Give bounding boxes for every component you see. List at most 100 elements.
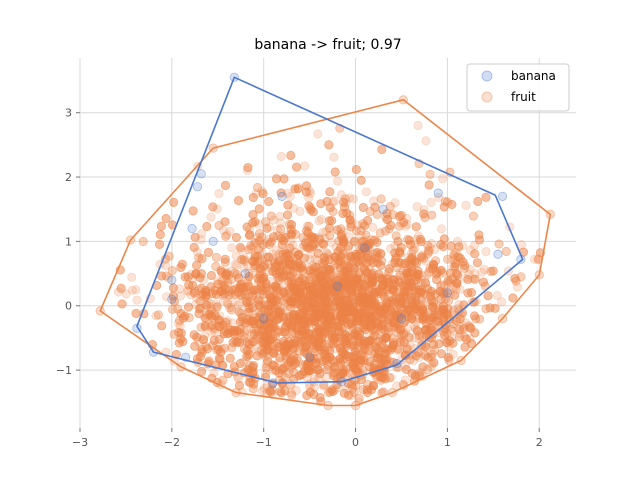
fruit-point	[197, 229, 207, 239]
fruit-point	[330, 167, 340, 177]
fruit-point	[307, 304, 317, 314]
fruit-point	[321, 310, 331, 320]
fruit-point	[451, 281, 461, 291]
fruit-point	[338, 364, 348, 374]
fruit-point	[306, 249, 316, 259]
fruit-point	[353, 288, 363, 298]
fruit-point	[264, 324, 274, 334]
fruit-point	[303, 308, 313, 318]
fruit-point	[279, 271, 289, 281]
fruit-point	[131, 308, 141, 318]
fruit-point	[481, 192, 491, 202]
fruit-point	[222, 316, 232, 326]
fruit-point	[436, 303, 446, 313]
fruit-point	[407, 248, 417, 258]
fruit-point	[459, 321, 469, 331]
fruit-point	[460, 342, 470, 352]
fruit-point	[380, 348, 390, 358]
fruit-point	[370, 202, 380, 212]
fruit-point	[424, 300, 434, 310]
fruit-point	[267, 262, 277, 272]
fruit-point	[376, 194, 386, 204]
fruit-point	[349, 236, 359, 246]
fruit-point	[246, 324, 256, 334]
fruit-point	[418, 314, 428, 324]
fruit-point	[357, 288, 367, 298]
fruit-point	[407, 292, 417, 302]
fruit-point	[306, 268, 316, 278]
fruit-point	[424, 267, 434, 277]
fruit-point	[262, 223, 272, 233]
fruit-point	[303, 358, 313, 368]
fruit-point	[279, 312, 289, 322]
fruit-point	[254, 346, 264, 356]
fruit-point	[261, 278, 271, 288]
fruit-point	[244, 302, 254, 312]
fruit-point	[455, 314, 465, 324]
fruit-point	[356, 355, 366, 365]
fruit-point	[345, 251, 355, 261]
fruit-point	[328, 291, 338, 301]
fruit-point	[233, 300, 243, 310]
fruit-point	[430, 289, 440, 299]
fruit-point	[176, 309, 186, 319]
fruit-point	[350, 312, 360, 322]
fruit-point	[227, 297, 237, 307]
fruit-point	[286, 235, 296, 245]
fruit-point	[381, 332, 391, 342]
fruit-point	[260, 352, 270, 362]
fruit-point	[352, 349, 362, 359]
fruit-point	[263, 258, 273, 268]
fruit-point	[254, 219, 264, 229]
fruit-point	[309, 288, 319, 298]
fruit-point	[333, 339, 343, 349]
fruit-point	[347, 297, 357, 307]
fruit-point	[258, 315, 268, 325]
fruit-point	[286, 340, 296, 350]
fruit-point	[405, 240, 415, 250]
fruit-point	[394, 319, 404, 329]
fruit-point	[494, 239, 504, 249]
fruit-point	[200, 299, 210, 309]
fruit-point	[501, 247, 511, 257]
fruit-point	[226, 305, 236, 315]
fruit-point	[243, 277, 253, 287]
fruit-point	[298, 242, 308, 252]
fruit-point	[214, 344, 224, 354]
fruit-point	[348, 256, 358, 266]
fruit-point	[301, 360, 311, 370]
fruit-point	[325, 265, 335, 275]
fruit-point	[206, 298, 216, 308]
fruit-point	[293, 261, 303, 271]
fruit-point	[410, 333, 420, 343]
fruit-point	[243, 351, 253, 361]
fruit-point	[277, 369, 287, 379]
fruit-point	[328, 282, 338, 292]
fruit-point	[335, 298, 345, 308]
fruit-point	[332, 281, 342, 291]
fruit-point	[411, 324, 421, 334]
fruit-point	[359, 341, 369, 351]
fruit-point	[153, 310, 163, 320]
fruit-point	[312, 322, 322, 332]
fruit-point	[396, 295, 406, 305]
fruit-point	[421, 314, 431, 324]
fruit-point	[127, 285, 137, 295]
fruit-point	[305, 313, 315, 323]
fruit-point	[333, 176, 343, 186]
fruit-point	[363, 274, 373, 284]
fruit-point	[368, 324, 378, 334]
fruit-point	[360, 281, 370, 291]
fruit-point	[462, 334, 472, 344]
fruit-point	[360, 338, 370, 348]
fruit-point	[162, 292, 172, 302]
fruit-point	[268, 249, 278, 259]
fruit-point	[334, 383, 344, 393]
fruit-point	[301, 304, 311, 314]
fruit-point	[255, 302, 265, 312]
fruit-point	[270, 266, 280, 276]
fruit-point	[415, 302, 425, 312]
fruit-point	[359, 236, 369, 246]
fruit-point	[371, 302, 381, 312]
fruit-point	[206, 270, 216, 280]
